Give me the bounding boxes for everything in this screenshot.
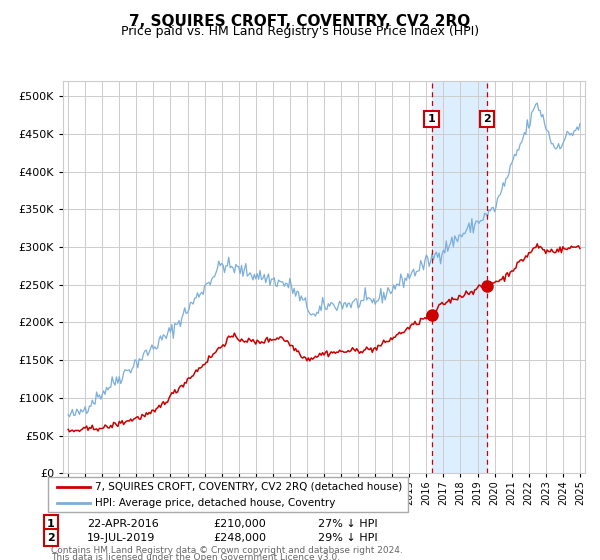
Bar (431, 81, 487, 473)
Text: HPI: Average price, detached house, Coventry: HPI: Average price, detached house, Cove… (95, 497, 335, 507)
Text: 19-JUL-2019: 19-JUL-2019 (87, 533, 155, 543)
Text: 2: 2 (47, 533, 55, 543)
Text: 1: 1 (428, 114, 436, 124)
Text: £248,000: £248,000 (213, 533, 266, 543)
Text: This data is licensed under the Open Government Licence v3.0.: This data is licensed under the Open Gov… (51, 553, 340, 560)
Text: 7, SQUIRES CROFT, COVENTRY, CV2 2RQ (detached house): 7, SQUIRES CROFT, COVENTRY, CV2 2RQ (det… (95, 482, 402, 492)
Text: 2: 2 (483, 114, 491, 124)
Text: 1: 1 (47, 519, 55, 529)
Text: £210,000: £210,000 (213, 519, 266, 529)
Text: 22-APR-2016: 22-APR-2016 (87, 519, 159, 529)
Text: 7, SQUIRES CROFT, COVENTRY, CV2 2RQ: 7, SQUIRES CROFT, COVENTRY, CV2 2RQ (130, 14, 470, 29)
Text: Contains HM Land Registry data © Crown copyright and database right 2024.: Contains HM Land Registry data © Crown c… (51, 546, 403, 555)
Text: Price paid vs. HM Land Registry's House Price Index (HPI): Price paid vs. HM Land Registry's House … (121, 25, 479, 38)
Text: 29% ↓ HPI: 29% ↓ HPI (318, 533, 377, 543)
Text: 27% ↓ HPI: 27% ↓ HPI (318, 519, 377, 529)
